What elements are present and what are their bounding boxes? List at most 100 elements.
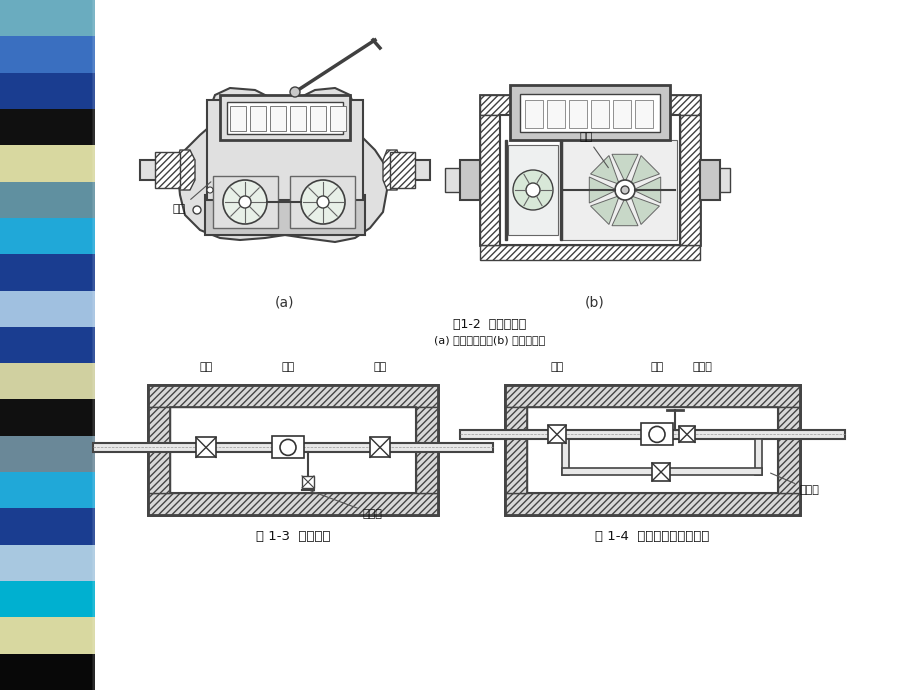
Circle shape bbox=[614, 180, 634, 200]
Bar bbox=[505, 140, 506, 240]
Bar bbox=[0, 327, 95, 363]
Circle shape bbox=[526, 183, 539, 197]
Text: 旁通管: 旁通管 bbox=[770, 473, 819, 495]
Bar bbox=[390, 160, 429, 180]
Text: 泄水门: 泄水门 bbox=[311, 491, 382, 519]
Text: 阀门: 阀门 bbox=[199, 362, 212, 372]
Text: (b): (b) bbox=[584, 295, 604, 309]
Circle shape bbox=[279, 440, 296, 455]
Circle shape bbox=[207, 187, 213, 193]
Bar bbox=[0, 290, 95, 327]
Text: 水表: 水表 bbox=[281, 362, 294, 372]
Bar bbox=[0, 653, 95, 690]
Text: 图 1-3  水表节点: 图 1-3 水表节点 bbox=[255, 531, 330, 544]
Bar bbox=[227, 102, 343, 134]
Text: (a): (a) bbox=[275, 295, 294, 309]
Bar bbox=[0, 109, 95, 146]
Text: (a) 旋翅式水表；(b) 螺翅式水表: (a) 旋翅式水表；(b) 螺翅式水表 bbox=[434, 335, 545, 345]
Bar bbox=[94, 0, 96, 690]
Bar bbox=[0, 472, 95, 509]
Bar bbox=[499, 115, 679, 245]
Bar bbox=[250, 106, 266, 131]
Polygon shape bbox=[632, 177, 660, 203]
Bar bbox=[641, 424, 673, 446]
Bar bbox=[289, 106, 306, 131]
Bar bbox=[0, 254, 95, 290]
Bar bbox=[0, 618, 95, 653]
Bar bbox=[92, 0, 94, 690]
Text: 图 1-4  有旁通管的水表节点: 图 1-4 有旁通管的水表节点 bbox=[595, 531, 709, 544]
Bar bbox=[507, 145, 558, 235]
Bar bbox=[289, 176, 355, 228]
Bar bbox=[548, 426, 565, 444]
Bar bbox=[0, 581, 95, 618]
Text: 图1-2  流速式水表: 图1-2 流速式水表 bbox=[453, 319, 526, 331]
Bar bbox=[148, 493, 437, 515]
Bar bbox=[547, 100, 564, 128]
Circle shape bbox=[193, 206, 200, 214]
Bar bbox=[560, 140, 562, 240]
Bar bbox=[148, 385, 437, 407]
Bar bbox=[519, 94, 659, 132]
Polygon shape bbox=[590, 155, 618, 184]
Text: 阀门: 阀门 bbox=[373, 362, 386, 372]
Bar bbox=[415, 407, 437, 493]
Bar bbox=[0, 72, 95, 109]
Bar bbox=[301, 476, 313, 488]
Bar bbox=[562, 140, 676, 240]
Bar bbox=[0, 37, 95, 72]
Polygon shape bbox=[176, 150, 195, 190]
Bar bbox=[269, 106, 286, 131]
Bar bbox=[634, 100, 652, 128]
Bar bbox=[679, 115, 699, 245]
Bar bbox=[505, 493, 800, 515]
Bar bbox=[505, 385, 800, 515]
Circle shape bbox=[620, 186, 629, 194]
Bar bbox=[460, 160, 480, 200]
Bar bbox=[154, 152, 180, 188]
Polygon shape bbox=[382, 150, 400, 190]
Bar bbox=[0, 509, 95, 544]
Polygon shape bbox=[611, 155, 638, 182]
Circle shape bbox=[513, 170, 552, 210]
Bar bbox=[777, 407, 800, 493]
Bar bbox=[754, 439, 761, 475]
Text: 叶轮: 叶轮 bbox=[173, 182, 210, 214]
Text: 阀门: 阀门 bbox=[550, 362, 563, 372]
Polygon shape bbox=[589, 177, 617, 203]
Bar bbox=[196, 437, 216, 457]
Bar bbox=[148, 385, 437, 515]
Bar bbox=[0, 544, 95, 581]
Bar bbox=[525, 100, 542, 128]
Bar bbox=[207, 100, 363, 200]
Bar bbox=[99, 0, 101, 690]
Bar bbox=[480, 115, 499, 245]
Bar bbox=[0, 146, 95, 181]
Bar bbox=[0, 0, 95, 37]
Bar bbox=[445, 168, 460, 192]
Bar bbox=[480, 95, 699, 245]
Bar bbox=[0, 400, 95, 436]
Polygon shape bbox=[630, 155, 659, 184]
Bar bbox=[714, 168, 729, 192]
Bar bbox=[310, 106, 325, 131]
Circle shape bbox=[648, 426, 664, 442]
Bar bbox=[148, 407, 170, 493]
Bar bbox=[678, 426, 694, 442]
Circle shape bbox=[301, 180, 345, 224]
Bar bbox=[96, 0, 99, 690]
Bar bbox=[480, 245, 699, 260]
Bar bbox=[170, 407, 415, 493]
Text: 泄水口: 泄水口 bbox=[691, 362, 711, 372]
Bar bbox=[480, 95, 699, 115]
Bar bbox=[652, 463, 669, 481]
Bar bbox=[98, 0, 100, 690]
Bar bbox=[220, 95, 349, 140]
Bar bbox=[0, 181, 95, 218]
Bar bbox=[562, 439, 568, 475]
Bar bbox=[93, 443, 493, 452]
Bar bbox=[0, 363, 95, 400]
Text: 叶轮: 叶轮 bbox=[579, 132, 607, 168]
Bar bbox=[505, 407, 527, 493]
Polygon shape bbox=[590, 196, 618, 224]
